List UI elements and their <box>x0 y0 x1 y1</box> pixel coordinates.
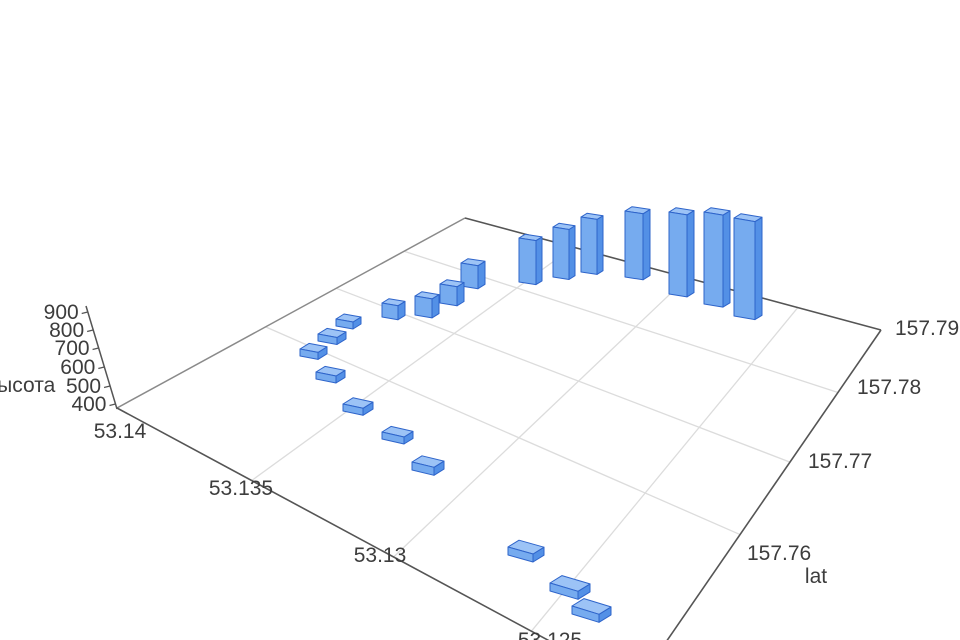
z-tick-mark <box>92 347 99 351</box>
z-tick-mark <box>109 403 116 407</box>
lat-tick-label: 53.14 <box>94 420 147 443</box>
bar[interactable] <box>460 258 486 290</box>
bar-front-face <box>460 262 479 290</box>
z-axis-line <box>85 305 118 410</box>
grid-line-lat-53.125 <box>530 307 799 632</box>
z-tick-mark <box>103 385 111 389</box>
lon-tick-label: 157.76 <box>747 542 811 565</box>
bar[interactable] <box>668 207 695 298</box>
bar[interactable] <box>414 291 440 319</box>
bar[interactable] <box>703 207 731 308</box>
bar-front-face <box>439 283 458 307</box>
lon-axis-line <box>666 329 882 640</box>
bar[interactable] <box>299 342 328 360</box>
bar-side-face <box>754 216 763 321</box>
z-tick-mark <box>98 366 105 370</box>
bar-front-face <box>580 216 598 275</box>
bar[interactable] <box>381 298 406 321</box>
bar[interactable] <box>317 327 347 345</box>
bar-side-face <box>596 215 604 275</box>
lat-tick-label: 53.13 <box>354 544 407 567</box>
bar-front-face <box>299 348 319 360</box>
z-tick-label: 500 <box>66 375 101 398</box>
bar[interactable] <box>571 598 612 623</box>
bar-front-face <box>571 605 600 623</box>
floor-edge-back-left <box>116 217 466 409</box>
bar[interactable] <box>518 233 543 286</box>
bar[interactable] <box>381 425 414 445</box>
bar[interactable] <box>552 222 576 280</box>
lon-axis-title: lat <box>805 565 827 588</box>
z-tick-mark <box>86 329 94 333</box>
bar[interactable] <box>342 397 374 416</box>
bar-front-face <box>381 431 405 445</box>
bar-front-face <box>411 461 435 476</box>
z-tick-label: 600 <box>60 356 95 379</box>
bar[interactable] <box>411 455 445 476</box>
bar-front-face <box>624 210 644 281</box>
lat-tick-label: 53.135 <box>209 477 273 500</box>
lon-tick-label: 157.78 <box>857 376 921 399</box>
bar[interactable] <box>733 213 763 321</box>
grid-line-lon-157.76 <box>265 326 741 536</box>
grid-line-lon-157.77 <box>336 287 791 463</box>
grid-line-lat-53.13 <box>393 277 688 558</box>
bar-side-face <box>686 210 695 298</box>
bar-front-face <box>549 582 579 600</box>
bar-side-face <box>722 210 731 308</box>
bar-front-face <box>381 302 399 321</box>
bar[interactable] <box>549 575 591 600</box>
z-axis-title: высота <box>0 374 56 397</box>
bar[interactable] <box>439 279 465 307</box>
bar-front-face <box>703 211 724 308</box>
bar[interactable] <box>335 313 362 330</box>
z-tick-label: 800 <box>49 319 84 342</box>
bar-front-face <box>518 237 537 286</box>
z-tick-label: 400 <box>71 393 106 416</box>
bar[interactable] <box>580 212 604 275</box>
z-tick-mark <box>81 311 88 315</box>
bar-side-face <box>642 208 651 281</box>
lat-axis-line <box>116 407 550 640</box>
bar[interactable] <box>507 539 545 563</box>
bar-front-face <box>552 226 570 280</box>
bar-front-face <box>668 211 688 298</box>
lat-tick-label: 53.125 <box>518 629 582 640</box>
bar-front-face <box>317 333 338 345</box>
z-tick-label: 700 <box>55 337 90 360</box>
bar-front-face <box>342 403 364 416</box>
bar-front-face <box>315 371 337 384</box>
lon-tick-label: 157.79 <box>895 317 959 340</box>
bar-front-face <box>507 546 534 563</box>
bar[interactable] <box>624 206 651 281</box>
grid-line-lat-53.135 <box>251 246 574 482</box>
bar-front-face <box>733 217 756 321</box>
bar-front-face <box>335 318 354 330</box>
z-tick-label: 900 <box>44 301 79 324</box>
bar-side-face <box>568 225 576 280</box>
bar[interactable] <box>315 365 346 384</box>
bar-side-face <box>535 236 543 286</box>
bar-front-face <box>414 295 433 319</box>
lon-tick-label: 157.77 <box>808 450 872 473</box>
